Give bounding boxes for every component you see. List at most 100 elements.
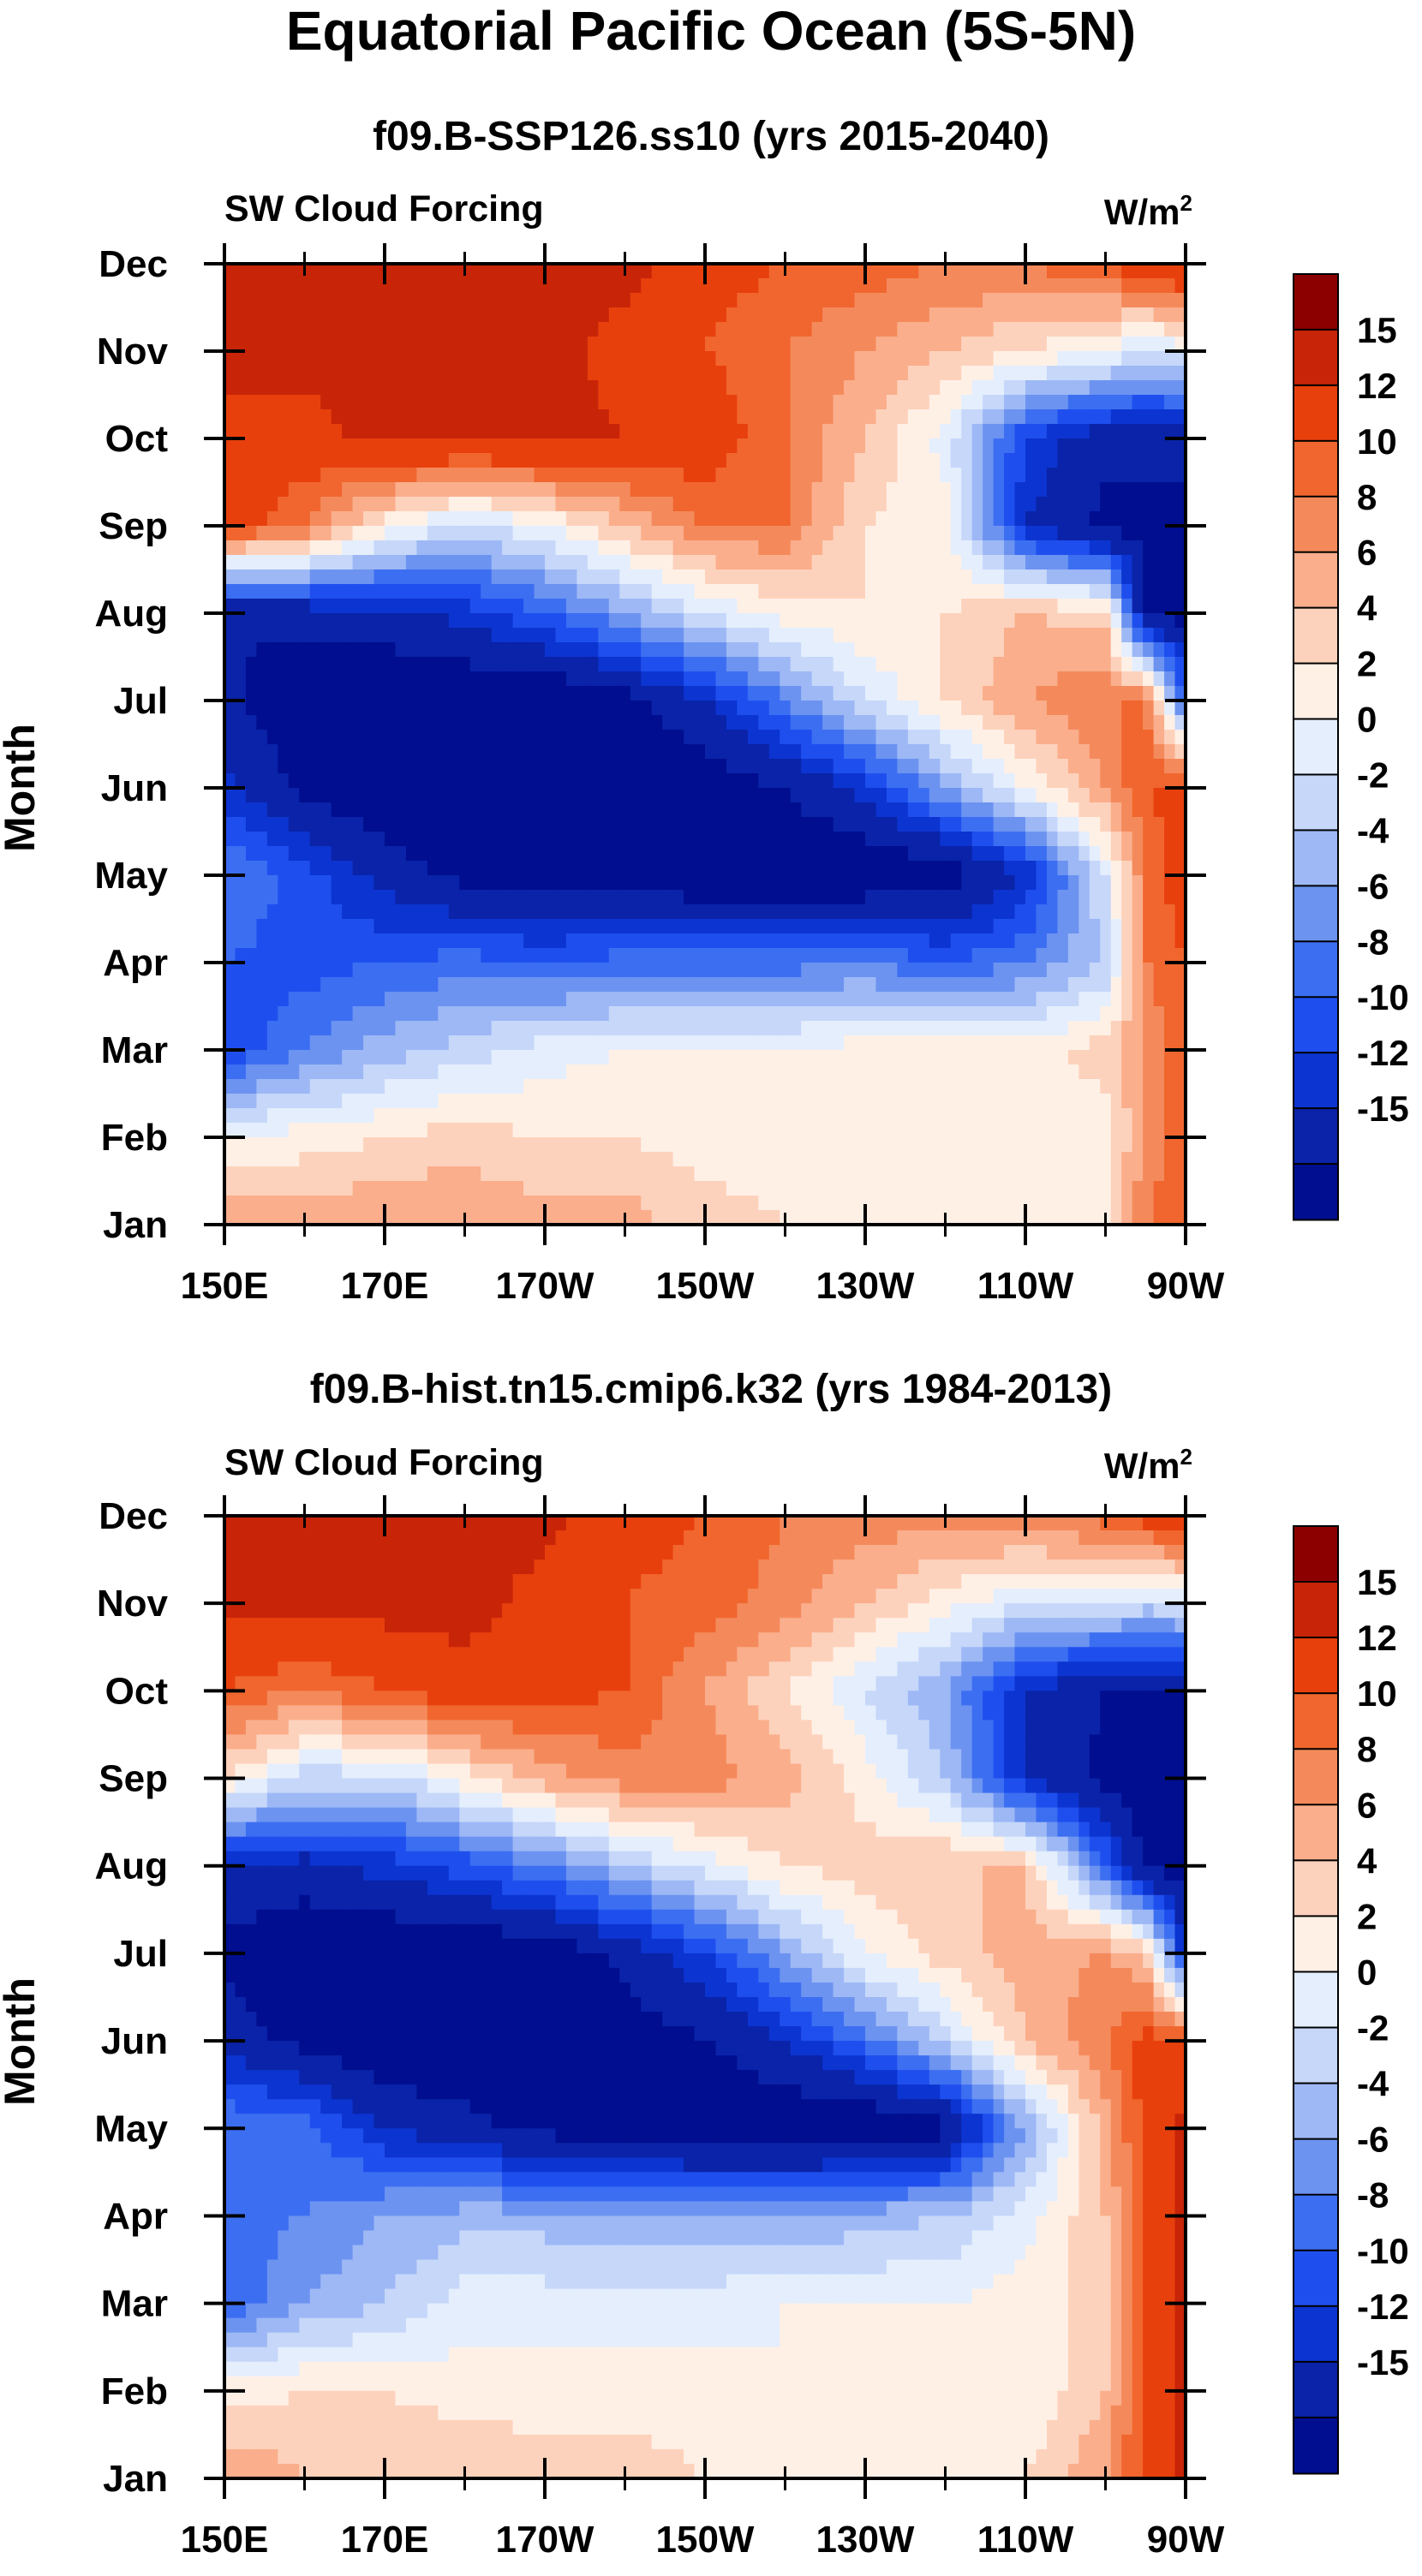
heatmap-cell xyxy=(811,278,823,294)
heatmap-cell xyxy=(395,1021,407,1036)
heatmap-cell xyxy=(694,628,706,643)
heatmap-cell xyxy=(1025,686,1037,701)
heatmap-cell xyxy=(320,933,332,949)
heatmap-cell xyxy=(534,497,546,512)
heatmap-cell xyxy=(438,540,450,556)
heatmap-cell xyxy=(459,584,471,599)
heatmap-cell xyxy=(907,482,919,498)
heatmap-cell xyxy=(907,1006,919,1022)
heatmap-cell xyxy=(469,788,481,803)
heatmap-row xyxy=(224,628,1186,643)
heatmap-cell xyxy=(395,933,407,949)
heatmap-cell xyxy=(405,730,417,745)
heatmap-cell xyxy=(448,759,460,774)
heatmap-cell xyxy=(288,890,300,905)
heatmap-cell xyxy=(545,1021,557,1036)
heatmap-cell xyxy=(907,802,919,818)
heatmap-cell xyxy=(715,904,727,920)
heatmap-cell xyxy=(331,584,343,599)
heatmap-cell xyxy=(907,278,919,294)
heatmap-cell xyxy=(224,875,236,891)
heatmap-cell xyxy=(352,278,364,294)
heatmap-cell xyxy=(395,264,407,279)
heatmap-cell xyxy=(331,293,343,308)
heatmap-cell xyxy=(1089,846,1101,862)
heatmap-cell xyxy=(983,977,995,993)
heatmap-cell xyxy=(715,1021,727,1036)
heatmap-cell xyxy=(363,264,375,279)
heatmap-cell xyxy=(545,613,557,629)
heatmap-cell xyxy=(565,468,577,483)
heatmap-cell xyxy=(1046,919,1058,934)
heatmap-cell xyxy=(1100,948,1112,963)
heatmap-cell xyxy=(897,351,909,367)
heatmap-cell xyxy=(256,759,268,774)
heatmap-cell xyxy=(352,744,364,760)
heatmap-cell xyxy=(705,686,717,701)
heatmap-cell xyxy=(342,482,354,498)
heatmap-cell xyxy=(448,468,460,483)
heatmap-cell xyxy=(854,701,866,716)
heatmap-cell xyxy=(1046,599,1058,614)
heatmap-cell xyxy=(672,453,684,468)
heatmap-cell xyxy=(1121,1006,1133,1022)
heatmap-cell xyxy=(598,963,610,978)
heatmap-cell xyxy=(523,730,535,745)
heatmap-cell xyxy=(790,307,802,323)
heatmap-cell xyxy=(630,875,642,891)
heatmap-cell xyxy=(822,890,834,905)
heatmap-cell xyxy=(309,526,321,541)
heatmap-cell xyxy=(768,337,780,352)
heatmap-cell xyxy=(907,453,919,468)
heatmap-cell xyxy=(854,380,866,396)
heatmap-cell xyxy=(768,817,780,832)
heatmap-cell xyxy=(565,540,577,556)
heatmap-cell xyxy=(577,861,589,876)
heatmap-cell xyxy=(672,438,684,454)
heatmap-cell xyxy=(1121,773,1133,789)
heatmap-cell xyxy=(373,526,385,541)
heatmap-cell xyxy=(1025,861,1037,876)
heatmap-cell xyxy=(1164,380,1176,396)
heatmap-cell xyxy=(758,555,770,570)
heatmap-cell xyxy=(309,569,321,585)
heatmap-cell xyxy=(481,875,493,891)
heatmap-cell xyxy=(405,948,417,963)
heatmap-cell xyxy=(1067,686,1079,701)
heatmap-cell xyxy=(854,759,866,774)
heatmap-cell xyxy=(758,963,770,978)
heatmap-cell xyxy=(523,395,535,410)
heatmap-cell xyxy=(1067,409,1079,425)
heatmap-cell xyxy=(577,977,589,993)
heatmap-cell xyxy=(1014,366,1026,381)
heatmap-cell xyxy=(1025,730,1037,745)
heatmap-cell xyxy=(844,424,856,439)
heatmap-cell xyxy=(555,657,567,672)
heatmap-cell xyxy=(438,395,450,410)
heatmap-cell xyxy=(299,511,311,527)
heatmap-cell xyxy=(448,628,460,643)
heatmap-cell xyxy=(459,366,471,381)
heatmap-cell xyxy=(373,555,385,570)
heatmap-cell xyxy=(1100,438,1112,454)
heatmap-cell xyxy=(1036,366,1048,381)
heatmap-cell xyxy=(256,497,268,512)
heatmap-cell xyxy=(1004,890,1016,905)
heatmap-cell xyxy=(950,526,962,541)
heatmap-cell xyxy=(694,307,706,323)
heatmap-cell xyxy=(1153,380,1165,396)
heatmap-cell xyxy=(235,555,247,570)
heatmap-cell xyxy=(352,293,364,308)
heatmap-cell xyxy=(940,366,952,381)
heatmap-cell xyxy=(481,832,493,847)
heatmap-cell xyxy=(587,846,599,862)
heatmap-cell xyxy=(245,730,257,745)
heatmap-cell xyxy=(1014,890,1026,905)
heatmap-cell xyxy=(448,875,460,891)
heatmap-cell xyxy=(438,613,450,629)
heatmap-cell xyxy=(266,846,278,862)
heatmap-cell xyxy=(1110,511,1122,527)
heatmap-cell xyxy=(342,919,354,934)
heatmap-cell xyxy=(299,817,311,832)
heatmap-cell xyxy=(331,817,343,832)
